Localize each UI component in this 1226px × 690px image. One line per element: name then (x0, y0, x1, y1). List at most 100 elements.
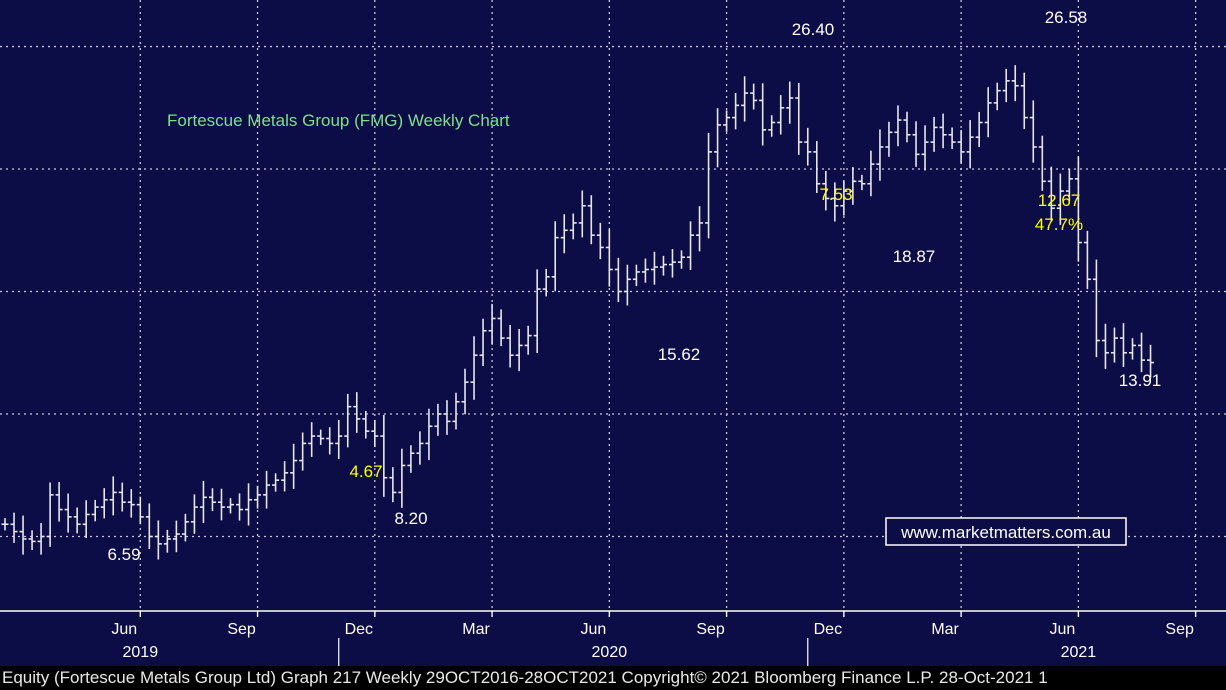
ohlc-bar (326, 427, 334, 455)
ohlc-bar (1, 518, 9, 531)
ohlc-bar (795, 83, 803, 155)
ohlc-bar (578, 190, 586, 238)
ohlc-bar (714, 108, 722, 168)
ohlc-bars (1, 65, 1155, 560)
ohlc-bar (1065, 168, 1073, 201)
ohlc-bar (163, 529, 171, 553)
ohlc-bar (28, 530, 36, 550)
ohlc-bar (524, 325, 532, 355)
ohlc-bar (10, 512, 18, 543)
price-annotation: 26.40 (792, 20, 835, 39)
ohlc-bar (416, 431, 424, 465)
ohlc-bar (127, 489, 135, 518)
ohlc-bar (1047, 166, 1055, 222)
ohlc-bar (1002, 68, 1010, 103)
ohlc-bar (73, 507, 81, 534)
price-annotation: 47.7% (1035, 215, 1083, 234)
chart-title: Fortescue Metals Group (FMG) Weekly Char… (167, 111, 510, 130)
watermark-link[interactable]: www.marketmatters.com.au (900, 523, 1111, 542)
ohlc-bar (1110, 327, 1118, 363)
ohlc-bar (605, 229, 613, 287)
ohlc-bar (957, 130, 965, 164)
ohlc-bar (885, 121, 893, 157)
ohlc-bar (786, 81, 794, 124)
ohlc-bar (984, 87, 992, 138)
ohlc-bar (641, 258, 649, 283)
ohlc-bar (154, 520, 162, 560)
ohlc-bar (236, 493, 244, 521)
price-annotation: 18.87 (893, 247, 936, 266)
ohlc-bar (687, 221, 695, 270)
ohlc-bar (975, 111, 983, 147)
ohlc-bar (407, 445, 415, 473)
x-axis: Jun Sep Dec Mar Jun Sep Dec Mar Jun Sep 2019 2020 20… (111, 611, 1197, 666)
ohlc-bar (912, 121, 920, 167)
ohlc-bar (100, 488, 108, 519)
x-tick-label: Mar (931, 621, 959, 638)
ohlc-bar (398, 448, 406, 508)
ohlc-bar (190, 494, 198, 534)
ohlc-bar (245, 483, 253, 526)
x-tick-label: Sep (227, 621, 256, 638)
ohlc-bar (46, 482, 54, 547)
footer-copyright: Equity (Fortescue Metals Group Ltd) Grap… (2, 668, 1048, 687)
ohlc-bar (930, 116, 938, 152)
ohlc-bar (777, 95, 785, 135)
ohlc-bar (55, 482, 63, 522)
price-annotation: 7.53 (819, 185, 852, 204)
x-tick-label: Jun (111, 621, 137, 638)
ohlc-bar (452, 392, 460, 430)
ohlc-bar (380, 414, 388, 497)
ohlc-bar (831, 182, 839, 222)
ohlc-bar (768, 115, 776, 137)
ohlc-bar (903, 111, 911, 143)
ohlc-bar (109, 476, 117, 516)
x-tick-label: Dec (814, 621, 842, 638)
ohlc-bar (632, 264, 640, 287)
ohlc-bar (1101, 323, 1109, 369)
ohlc-bar (461, 368, 469, 415)
ohlc-bar (966, 120, 974, 169)
ohlc-bar (1083, 230, 1091, 290)
watermark-box[interactable]: www.marketmatters.com.au (885, 517, 1127, 546)
ohlc-bar (488, 303, 496, 345)
ohlc-bar (1020, 72, 1028, 130)
ohlc-bar (569, 213, 577, 240)
ohlc-bar (91, 499, 99, 522)
ohlc-bar (136, 496, 144, 525)
ohlc-bar (254, 485, 262, 509)
ohlc-bar (1011, 65, 1019, 102)
ohlc-bar (822, 170, 830, 211)
ohlc-bar (1138, 332, 1146, 373)
ohlc-bar (678, 250, 685, 269)
ohlc-bar (362, 410, 370, 439)
ohlc-bar (299, 432, 307, 471)
ohlc-bar (876, 129, 884, 181)
ohlc-bar (181, 513, 189, 542)
ohlc-bar (993, 82, 1001, 111)
footer-bar: Equity (Fortescue Metals Group Ltd) Grap… (0, 666, 1226, 690)
ohlc-bar (335, 420, 343, 460)
ohlc-bar (596, 222, 604, 260)
ohlc-bar (705, 132, 713, 239)
ohlc-bar (272, 473, 280, 492)
ohlc-bar (650, 251, 658, 285)
ohlc-bar (587, 195, 595, 245)
ohlc-bar (172, 520, 180, 553)
ohlc-bar (560, 214, 568, 254)
ohlc-bar (470, 336, 478, 400)
ohlc-bar (804, 127, 812, 166)
ohlc-bar (696, 206, 704, 252)
x-year-label: 2021 (1061, 644, 1097, 661)
ohlc-bar (208, 488, 216, 512)
x-year-label: 2020 (592, 644, 628, 661)
ohlc-bar (434, 403, 442, 436)
ohlc-bar (759, 83, 767, 146)
x-tick-label: Sep (1165, 621, 1194, 638)
x-tick-label: Mar (462, 621, 490, 638)
ohlc-bar (1038, 135, 1046, 191)
price-annotation: 6.59 (107, 545, 140, 564)
ohlc-bar (659, 255, 667, 276)
price-annotations: 26.40 26.58 7.53 12.67 47.7% 18.87 15.62 13.91 4… (107, 8, 1161, 564)
x-tick-label: Jun (580, 621, 606, 638)
